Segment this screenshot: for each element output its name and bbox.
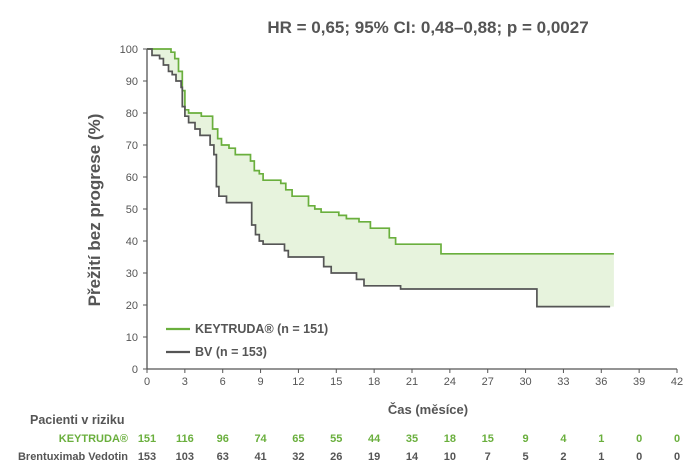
x-tick-label: 3 (182, 376, 188, 388)
x-tick-label: 15 (330, 376, 342, 388)
at-risk-value-bv: 26 (330, 451, 342, 463)
at-risk-value-bv: 10 (444, 451, 456, 463)
at-risk-value-bv: 153 (138, 451, 156, 463)
y-tick-label: 30 (126, 268, 138, 280)
at-risk-value-keytruda: 0 (674, 433, 680, 445)
y-tick-label: 80 (126, 108, 138, 120)
at-risk-label-bv: Brentuximab Vedotin (18, 451, 128, 463)
y-tick-label: 0 (132, 364, 138, 376)
at-risk-title: Pacienti v riziku (30, 413, 124, 427)
x-tick-label: 33 (557, 376, 569, 388)
at-risk-value-bv: 63 (217, 451, 229, 463)
x-tick-label: 0 (144, 376, 150, 388)
at-risk-value-bv: 41 (254, 451, 266, 463)
y-tick-label: 100 (120, 44, 138, 56)
y-tick-label: 10 (126, 332, 138, 344)
at-risk-value-keytruda: 151 (138, 433, 156, 445)
y-tick-label: 70 (126, 140, 138, 152)
x-tick-label: 24 (444, 376, 456, 388)
y-axis-title: Přežití bez progrese (%) (85, 114, 104, 307)
legend-label-keytruda: KEYTRUDA® (n = 151) (195, 322, 328, 336)
at-risk-value-keytruda: 18 (444, 433, 456, 445)
x-tick-label: 18 (368, 376, 380, 388)
at-risk-value-keytruda: 9 (523, 433, 529, 445)
at-risk-label-keytruda: KEYTRUDA® (59, 433, 128, 445)
at-risk-value-keytruda: 15 (482, 433, 494, 445)
y-tick-label: 60 (126, 172, 138, 184)
x-tick-label: 30 (519, 376, 531, 388)
legend: KEYTRUDA® (n = 151) BV (n = 153) (166, 322, 328, 359)
x-tick-label: 39 (633, 376, 645, 388)
at-risk-value-keytruda: 4 (560, 433, 567, 445)
x-tick-label: 27 (482, 376, 494, 388)
at-risk-value-keytruda: 116 (176, 433, 194, 445)
x-tick-label: 21 (406, 376, 418, 388)
legend-label-bv: BV (n = 153) (195, 345, 267, 359)
at-risk-value-bv: 2 (560, 451, 566, 463)
hazard-ratio-annotation: HR = 0,65; 95% CI: 0,48–0,88; p = 0,0027 (267, 18, 588, 37)
at-risk-value-bv: 5 (523, 451, 529, 463)
at-risk-value-bv: 103 (176, 451, 194, 463)
at-risk-value-bv: 0 (674, 451, 680, 463)
x-axis-title: Čas (měsíce) (388, 402, 468, 417)
y-tick-label: 20 (126, 300, 138, 312)
at-risk-value-bv: 1 (598, 451, 604, 463)
at-risk-value-keytruda: 96 (217, 433, 229, 445)
x-tick-label: 36 (595, 376, 607, 388)
at-risk-value-keytruda: 0 (636, 433, 642, 445)
x-tick-label: 9 (258, 376, 264, 388)
at-risk-value-keytruda: 1 (598, 433, 604, 445)
at-risk-value-keytruda: 65 (292, 433, 304, 445)
x-tick-label: 42 (671, 376, 683, 388)
y-tick-label: 50 (126, 204, 138, 216)
at-risk-value-keytruda: 35 (406, 433, 418, 445)
at-risk-value-bv: 19 (368, 451, 380, 463)
at-risk-value-bv: 14 (406, 451, 419, 463)
at-risk-value-keytruda: 55 (330, 433, 342, 445)
at-risk-value-bv: 32 (292, 451, 304, 463)
survival-curves (147, 48, 614, 308)
series-line-bv (147, 48, 611, 308)
at-risk-value-keytruda: 74 (254, 433, 267, 445)
at-risk-value-keytruda: 44 (368, 433, 381, 445)
y-tick-label: 90 (126, 76, 138, 88)
at-risk-value-bv: 0 (636, 451, 642, 463)
x-tick-label: 6 (220, 376, 226, 388)
y-tick-label: 40 (126, 236, 138, 248)
x-tick-label: 12 (292, 376, 304, 388)
at-risk-value-bv: 7 (485, 451, 491, 463)
